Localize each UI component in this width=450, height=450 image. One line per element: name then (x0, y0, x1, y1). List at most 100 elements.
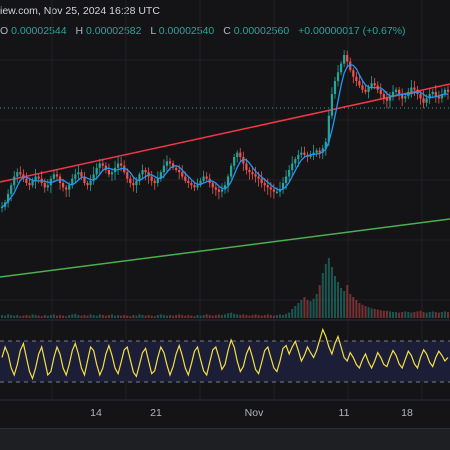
volume-bar-126 (385, 310, 388, 318)
volume-bar-112 (343, 291, 346, 318)
volume-bar-18 (55, 315, 58, 318)
candle-body-105 (321, 148, 324, 153)
candle-body-88 (269, 187, 272, 190)
candle-body-43 (132, 183, 135, 186)
volume-bar-131 (401, 312, 404, 318)
candle-body-124 (379, 89, 382, 95)
time-axis[interactable]: 14 21 Nov 11 18 (90, 407, 413, 419)
volume-bar-48 (147, 315, 150, 318)
volume-bar-142 (434, 312, 437, 318)
volume-bar-54 (165, 315, 168, 318)
candle-body-39 (120, 163, 123, 166)
volume-bar-1 (4, 315, 7, 318)
volume-bar-70 (214, 315, 217, 318)
candle-body-86 (263, 183, 266, 186)
volume-bar-67 (205, 314, 208, 318)
price-chart-pane[interactable]: 14 21 Nov 11 18 (0, 0, 450, 428)
candle-body-24 (74, 174, 77, 179)
volume-bar-128 (392, 312, 395, 318)
volume-bar-49 (150, 315, 153, 318)
candle-body-131 (401, 94, 404, 99)
volume-bar-97 (297, 303, 300, 318)
volume-histogram (1, 258, 449, 318)
candle-body-60 (184, 176, 187, 181)
volume-bar-90 (275, 315, 278, 318)
volume-bar-6 (19, 316, 22, 318)
volume-bar-37 (114, 315, 117, 318)
volume-bar-61 (187, 315, 190, 318)
candle-body-85 (260, 178, 263, 184)
volume-bar-120 (367, 307, 370, 318)
volume-bar-14 (43, 315, 46, 318)
candle-body-6 (19, 172, 22, 175)
candle-body-44 (135, 180, 138, 186)
upper-trendline[interactable] (0, 83, 450, 183)
candle-body-99 (303, 152, 306, 155)
volume-bar-82 (251, 315, 254, 318)
candle-body-23 (71, 178, 74, 186)
volume-bar-11 (34, 315, 37, 318)
high-value: 0.00002582 (86, 25, 142, 37)
volume-bar-60 (184, 315, 187, 318)
candle-body-80 (245, 163, 248, 171)
candle-body-135 (413, 87, 416, 90)
candle-body-3 (10, 185, 13, 194)
candle-body-74 (226, 176, 230, 186)
volume-bar-55 (169, 315, 172, 318)
volume-bar-103 (315, 294, 318, 318)
volume-bar-58 (178, 314, 181, 318)
volume-bar-107 (327, 258, 330, 318)
candle-body-61 (187, 180, 190, 184)
volume-bar-124 (379, 310, 382, 318)
volume-bar-40 (123, 315, 126, 318)
chart-header: iew.com, Nov 25, 2024 16:28 UTC (0, 0, 450, 22)
volume-bar-66 (202, 315, 205, 318)
candle-body-103 (315, 150, 318, 153)
volume-bar-135 (413, 312, 416, 318)
candle-body-120 (367, 87, 370, 92)
volume-bar-133 (407, 312, 410, 318)
volume-bar-10 (31, 314, 34, 318)
volume-bar-79 (242, 314, 245, 318)
candle-body-128 (391, 91, 395, 97)
candle-body-52 (159, 172, 162, 179)
volume-bar-19 (59, 315, 62, 318)
candle-body-35 (107, 170, 111, 175)
candle-body-113 (346, 55, 349, 62)
candle-body-118 (361, 85, 364, 90)
volume-bar-46 (141, 315, 144, 318)
volume-bar-132 (404, 311, 407, 318)
volume-bar-111 (340, 288, 343, 318)
volume-bar-45 (138, 314, 141, 318)
volume-bar-42 (129, 316, 132, 318)
candle-body-97 (297, 154, 300, 160)
volume-bar-28 (86, 315, 89, 318)
candle-body-42 (129, 178, 132, 184)
volume-bar-87 (266, 314, 269, 318)
candle-body-98 (300, 152, 303, 155)
grid-lines (0, 0, 450, 400)
volume-bar-5 (16, 315, 19, 318)
candle-body-115 (352, 70, 355, 77)
volume-bar-36 (110, 314, 113, 318)
volume-bar-146 (447, 312, 449, 318)
ohlc-legend: O 0.00002544 H 0.00002582 L 0.00002540 C… (0, 22, 450, 40)
candle-body-130 (398, 89, 401, 95)
low-label: L (150, 25, 156, 37)
candle-body-94 (288, 170, 291, 177)
candle-body-125 (382, 94, 385, 99)
volume-bar-94 (288, 312, 291, 318)
candle-body-59 (181, 172, 184, 177)
lower-trendline[interactable] (0, 218, 450, 278)
volume-bar-105 (321, 273, 324, 318)
candle-body-0 (0, 206, 4, 209)
candle-body-33 (101, 163, 104, 166)
candle-body-134 (410, 87, 413, 92)
candle-body-93 (284, 176, 288, 184)
x-tick-label-4: 18 (401, 407, 413, 419)
volume-bar-96 (294, 306, 297, 318)
candle-body-15 (46, 185, 49, 188)
volume-bar-21 (65, 316, 68, 318)
candle-body-101 (309, 154, 312, 157)
volume-bar-84 (257, 315, 260, 318)
